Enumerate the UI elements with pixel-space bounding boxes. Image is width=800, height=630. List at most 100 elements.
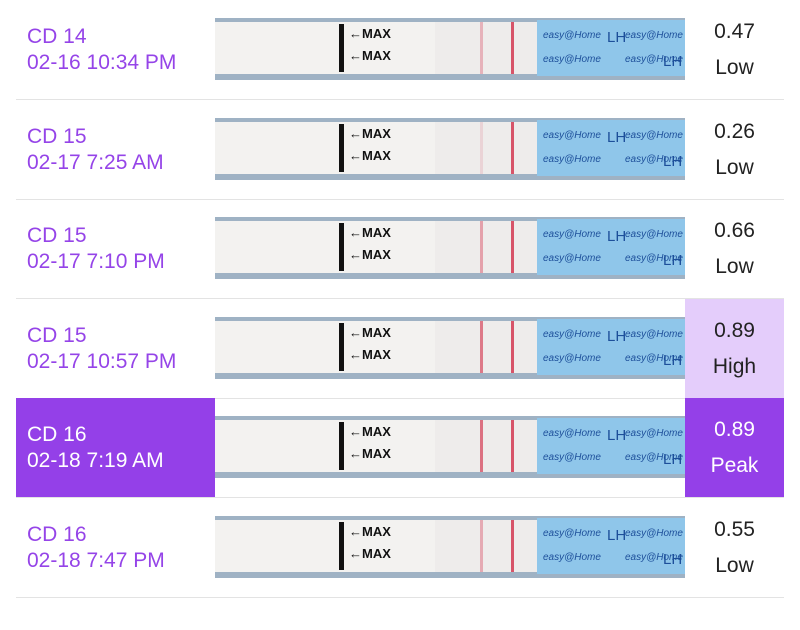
brand-print: easy@Home <box>625 30 683 41</box>
test-time: 02-18 7:47 PM <box>27 548 165 572</box>
lh-level: High <box>712 354 757 378</box>
brand-print: easy@Home <box>543 154 601 165</box>
max-marker: ←MAX <box>349 26 391 41</box>
result-cell: 0.89 High <box>685 298 784 398</box>
lh-print: LH <box>663 551 682 568</box>
test-strip: ←MAX ←MAX easy@Home easy@Home easy@Home easy@… <box>215 18 685 80</box>
test-row[interactable]: CD 14 02-16 10:34 PM 0.47 Low ←MAX ←MAX easy@H… <box>0 0 800 100</box>
max-bar <box>339 24 344 72</box>
brand-print: easy@Home <box>543 329 601 340</box>
date-cell: CD 16 02-18 7:47 PM <box>16 498 215 597</box>
max-marker: ←MAX <box>349 524 391 539</box>
cycle-day: CD 16 <box>27 423 87 446</box>
cycle-day: CD 14 <box>27 25 87 48</box>
date-cell: CD 15 02-17 7:25 AM <box>16 100 215 199</box>
lh-print: LH <box>607 427 626 444</box>
lh-value: 0.89 <box>714 418 755 441</box>
result-cell: 0.47 Low <box>685 0 784 99</box>
test-strip: ←MAX ←MAX easy@Home easy@Home easy@Home easy@… <box>215 416 685 478</box>
brand-print: easy@Home <box>625 552 683 563</box>
brand-print: easy@Home <box>625 329 683 340</box>
test-time: 02-16 10:34 PM <box>27 51 177 74</box>
max-marker: ←MAX <box>349 48 391 63</box>
test-line <box>480 320 483 373</box>
test-row[interactable]: CD 15 02-17 7:10 PM 0.66 Low ←MAX ←MAX easy@Ho… <box>0 199 800 299</box>
lh-print: LH <box>607 228 626 245</box>
max-marker: ←MAX <box>349 126 391 141</box>
lh-print: LH <box>607 129 626 146</box>
lh-print: LH <box>663 53 682 70</box>
test-strip: ←MAX ←MAX easy@Home easy@Home easy@Home easy@… <box>215 316 685 379</box>
row-divider <box>16 497 784 498</box>
brand-print: easy@Home <box>543 229 601 240</box>
max-bar <box>339 521 344 570</box>
test-time: 02-17 10:57 PM <box>27 349 177 373</box>
test-row[interactable]: CD 15 02-17 10:57 PM 0.89 High ←MAX ←MAX easy@… <box>0 298 800 399</box>
strip-handle <box>537 517 685 574</box>
test-time: 02-18 7:19 AM <box>27 449 164 472</box>
max-bar <box>339 422 344 470</box>
strip-handle <box>537 318 685 375</box>
date-cell: CD 16 02-18 7:19 AM <box>16 398 215 497</box>
brand-print: easy@Home <box>625 353 683 364</box>
lh-value: 0.55 <box>714 517 755 541</box>
brand-print: easy@Home <box>543 452 601 463</box>
brand-print: easy@Home <box>625 154 683 165</box>
result-cell: 0.66 Low <box>685 199 784 298</box>
control-line <box>511 22 514 74</box>
test-line <box>480 121 483 174</box>
strip-pad <box>435 22 537 74</box>
max-marker: ←MAX <box>349 546 391 561</box>
brand-print: easy@Home <box>625 528 683 539</box>
strip-handle <box>537 119 685 176</box>
max-bar <box>339 123 344 172</box>
test-time: 02-17 7:25 AM <box>27 150 164 174</box>
date-cell: CD 15 02-17 10:57 PM <box>16 299 215 398</box>
test-row[interactable]: CD 16 02-18 7:19 AM 0.89 Peak ←MAX ←MAX easy@H… <box>0 398 800 498</box>
brand-print: easy@Home <box>625 452 683 463</box>
test-row[interactable]: CD 16 02-18 7:47 PM 0.55 Low ←MAX ←MAX easy@Ho… <box>0 498 800 598</box>
strip-handle <box>537 20 685 76</box>
brand-print: easy@Home <box>543 54 601 65</box>
max-marker: ←MAX <box>349 148 391 163</box>
brand-print: easy@Home <box>625 253 683 264</box>
brand-print: easy@Home <box>543 253 601 264</box>
brand-print: easy@Home <box>543 528 601 539</box>
brand-print: easy@Home <box>543 130 601 141</box>
strip-pad <box>435 420 537 472</box>
test-time: 02-17 7:10 PM <box>27 250 165 273</box>
lh-value: 0.26 <box>714 119 755 143</box>
control-line <box>511 121 514 174</box>
max-marker: ←MAX <box>349 247 391 262</box>
max-marker: ←MAX <box>349 325 391 340</box>
test-line <box>480 221 483 273</box>
test-line <box>480 519 483 572</box>
date-cell: CD 15 02-17 7:10 PM <box>16 199 215 298</box>
strip-handle <box>537 418 685 474</box>
max-bar <box>339 322 344 371</box>
brand-print: easy@Home <box>625 54 683 65</box>
max-bar <box>339 223 344 271</box>
test-strip: ←MAX ←MAX easy@Home easy@Home easy@Home easy@… <box>215 515 685 578</box>
lh-print: LH <box>607 527 626 544</box>
result-cell: 0.89 Peak <box>685 398 784 497</box>
max-marker: ←MAX <box>349 347 391 362</box>
lh-level: Low <box>715 553 754 577</box>
lh-print: LH <box>607 328 626 345</box>
lh-level: Peak <box>710 454 759 477</box>
max-marker: ←MAX <box>349 446 391 461</box>
test-row[interactable]: CD 15 02-17 7:25 AM 0.26 Low ←MAX ←MAX easy@Ho… <box>0 100 800 200</box>
control-line <box>511 221 514 273</box>
brand-print: easy@Home <box>543 428 601 439</box>
row-divider <box>16 198 784 200</box>
max-marker: ←MAX <box>349 225 391 240</box>
row-divider <box>16 298 784 299</box>
lh-value: 0.66 <box>714 219 755 242</box>
control-line <box>511 420 514 472</box>
lh-print: LH <box>607 29 626 46</box>
row-divider <box>16 397 784 399</box>
lh-level: Low <box>715 255 754 278</box>
lh-print: LH <box>663 252 682 269</box>
max-marker: ←MAX <box>349 424 391 439</box>
